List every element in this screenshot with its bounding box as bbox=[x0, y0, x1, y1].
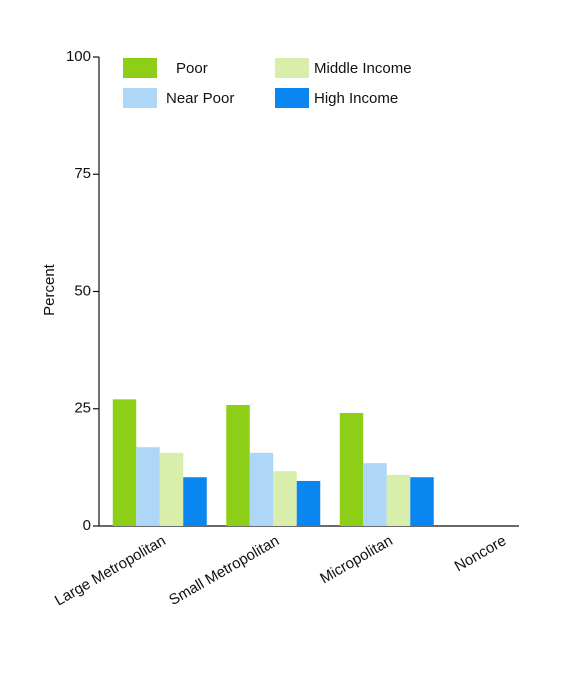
bar bbox=[273, 471, 297, 526]
y-tick-label: 50 bbox=[74, 282, 91, 299]
x-tick-label: Large Metropolitan bbox=[52, 532, 169, 609]
y-tick-label: 0 bbox=[83, 517, 91, 534]
legend-label: Near Poor bbox=[166, 90, 234, 107]
y-axis-label: Percent bbox=[41, 263, 58, 316]
bar bbox=[410, 477, 434, 526]
legend-swatch bbox=[275, 88, 309, 108]
y-tick-label: 25 bbox=[74, 400, 91, 417]
x-tick-label: Small Metropolitan bbox=[166, 532, 282, 609]
bar bbox=[249, 452, 274, 526]
bar bbox=[339, 412, 364, 526]
legend-label: Middle Income bbox=[314, 60, 412, 77]
bar bbox=[159, 452, 184, 526]
legend-swatch bbox=[123, 58, 157, 78]
x-tick-label: Noncore bbox=[452, 532, 510, 575]
bar bbox=[363, 463, 387, 526]
bar bbox=[386, 474, 411, 526]
legend-swatch bbox=[275, 58, 309, 78]
bar bbox=[226, 404, 250, 526]
bar bbox=[112, 399, 137, 526]
bar bbox=[296, 480, 321, 526]
legend-label: Poor bbox=[176, 60, 208, 77]
legend-label: High Income bbox=[314, 90, 398, 107]
bar bbox=[183, 477, 207, 526]
y-tick-label: 75 bbox=[74, 165, 91, 182]
x-tick-label: Micropolitan bbox=[317, 532, 396, 587]
y-tick-label: 100 bbox=[66, 48, 91, 65]
legend-swatch bbox=[123, 88, 157, 108]
bar bbox=[136, 447, 160, 526]
